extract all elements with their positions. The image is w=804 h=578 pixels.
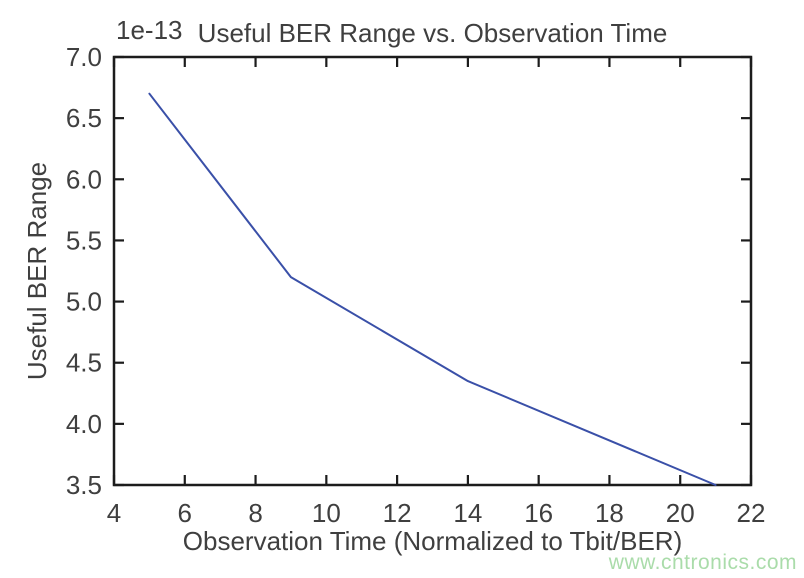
- x-tick-label: 12: [383, 498, 412, 528]
- y-tick-label: 5.0: [66, 287, 102, 317]
- x-tick-label: 6: [178, 498, 192, 528]
- y-axis-offset-text: 1e-13: [116, 15, 183, 45]
- y-axis-label: Useful BER Range: [22, 161, 52, 381]
- y-tick-label: 3.5: [66, 470, 102, 500]
- x-tick-label: 8: [248, 498, 262, 528]
- x-tick-label: 10: [312, 498, 341, 528]
- y-tick-label: 6.5: [66, 103, 102, 133]
- x-axis-label: Observation Time (Normalized to Tbit/BER…: [182, 526, 683, 556]
- y-tick-label: 7.0: [66, 42, 102, 72]
- x-tick-label: 20: [666, 498, 695, 528]
- y-tick-label: 4.5: [66, 348, 102, 378]
- y-tick-label: 5.5: [66, 225, 102, 255]
- x-tick-label: 16: [524, 498, 553, 528]
- x-tick-label: 14: [453, 498, 482, 528]
- data-line-series: [148, 92, 717, 486]
- x-tick-label: 22: [737, 498, 766, 528]
- y-tick-label: 4.0: [66, 409, 102, 439]
- y-tick-label: 6.0: [66, 164, 102, 194]
- watermark: www.cntronics.com: [608, 551, 797, 574]
- x-tick-label: 18: [595, 498, 624, 528]
- x-tick-label: 4: [107, 498, 121, 528]
- chart-title: Useful BER Range vs. Observation Time: [197, 18, 668, 48]
- axes-frame: [112, 55, 753, 487]
